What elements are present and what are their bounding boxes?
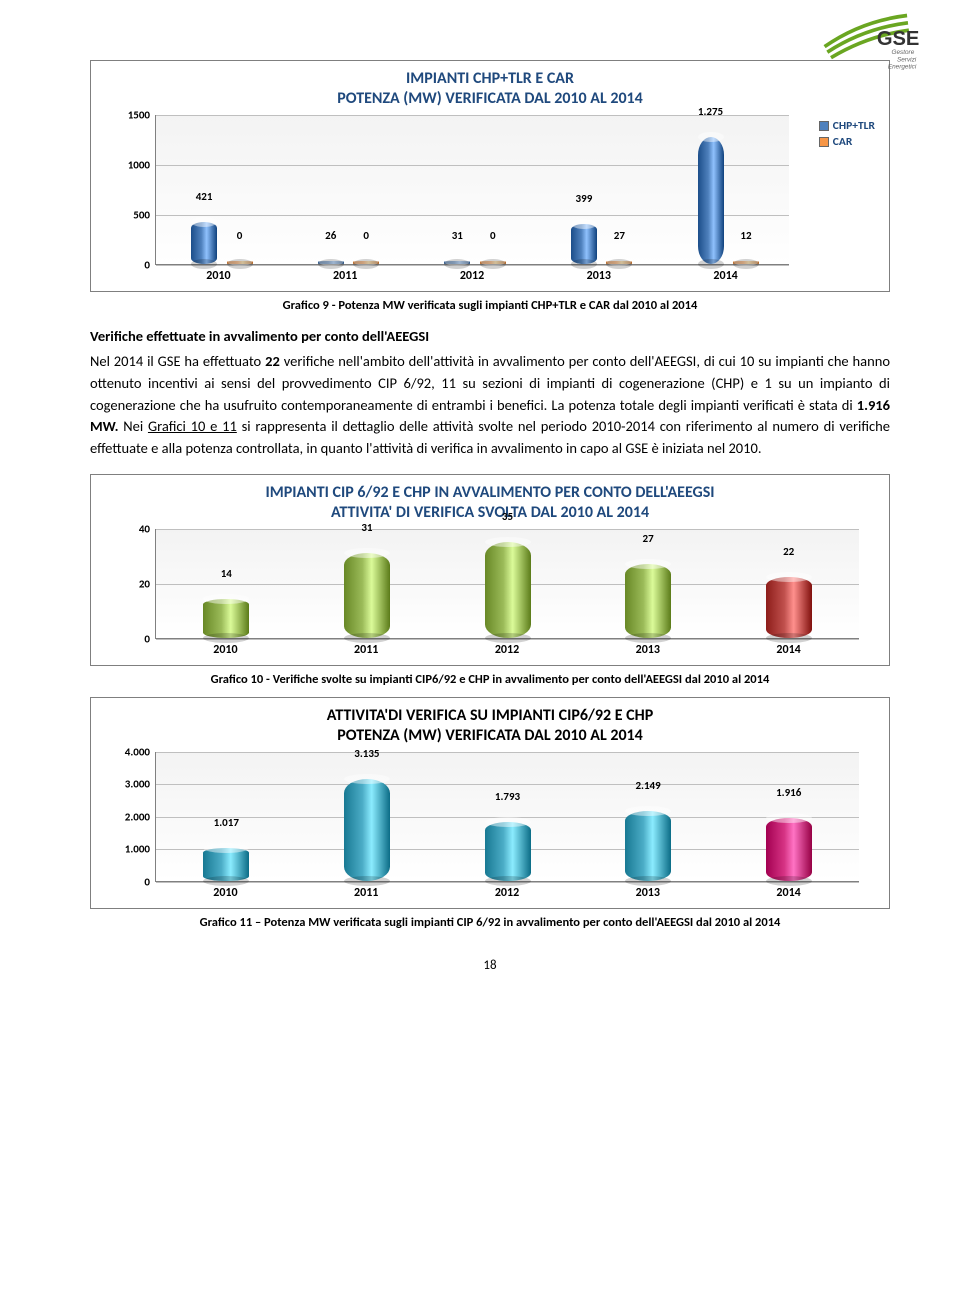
chart3-box: ATTIVITA'DI VERIFICA SU IMPIANTI CIP6/92…	[90, 697, 890, 909]
chart1-box: IMPIANTI CHP+TLR E CAR POTENZA (MW) VERI…	[90, 60, 890, 292]
chart2-caption: Grafico 10 - Verifiche svolte su impiant…	[90, 672, 890, 687]
gse-logo: GSE Gestore Servizi Energetici	[820, 10, 930, 79]
svg-text:Servizi: Servizi	[897, 56, 917, 63]
section-heading: Verifiche effettuate in avvalimento per …	[90, 327, 890, 345]
chart2-box: IMPIANTI CIP 6/92 E CHP IN AVVALIMENTO P…	[90, 474, 890, 666]
chart1-title2: POTENZA (MW) VERIFICATA DAL 2010 AL 2014	[101, 89, 879, 109]
svg-text:Gestore: Gestore	[891, 49, 914, 56]
chart3-plot: 01.0002.0003.0004.0001.0173.1351.7932.14…	[111, 752, 869, 900]
chart2-title2: ATTIVITA' DI VERIFICA SVOLTA DAL 2010 AL…	[101, 503, 879, 523]
chart1-title1: IMPIANTI CHP+TLR E CAR	[101, 69, 879, 89]
page-number: 18	[90, 958, 890, 973]
chart2-plot: 02040143135272220102011201220132014	[111, 529, 869, 657]
chart3-title1: ATTIVITA'DI VERIFICA SU IMPIANTI CIP6/92…	[101, 706, 879, 726]
chart2-title1: IMPIANTI CIP 6/92 E CHP IN AVVALIMENTO P…	[101, 483, 879, 503]
chart3-title2: POTENZA (MW) VERIFICATA DAL 2010 AL 2014	[101, 726, 879, 746]
svg-text:Energetici: Energetici	[888, 64, 917, 71]
gse-logo-svg: GSE Gestore Servizi Energetici	[820, 10, 930, 74]
chart1-plot: 0500100015004210260310399271.27512CHP+TL…	[111, 115, 869, 283]
chart1-caption: Grafico 9 - Potenza MW verificata sugli …	[90, 298, 890, 313]
svg-text:GSE: GSE	[877, 28, 920, 50]
chart3-caption: Grafico 11 – Potenza MW verificata sugli…	[90, 915, 890, 930]
paragraph: Nel 2014 il GSE ha effettuato 22 verific…	[90, 351, 890, 460]
